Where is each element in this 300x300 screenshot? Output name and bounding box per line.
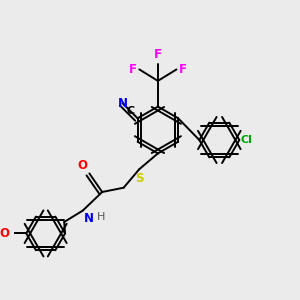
Text: F: F [154,48,162,62]
Text: N: N [118,98,128,110]
Text: S: S [135,172,144,185]
Text: F: F [129,63,137,76]
Text: O: O [0,227,9,240]
Text: O: O [77,159,87,172]
Text: N: N [84,212,94,225]
Text: H: H [97,212,105,222]
Text: Cl: Cl [241,135,253,145]
Text: F: F [179,63,187,76]
Text: C: C [127,106,135,116]
